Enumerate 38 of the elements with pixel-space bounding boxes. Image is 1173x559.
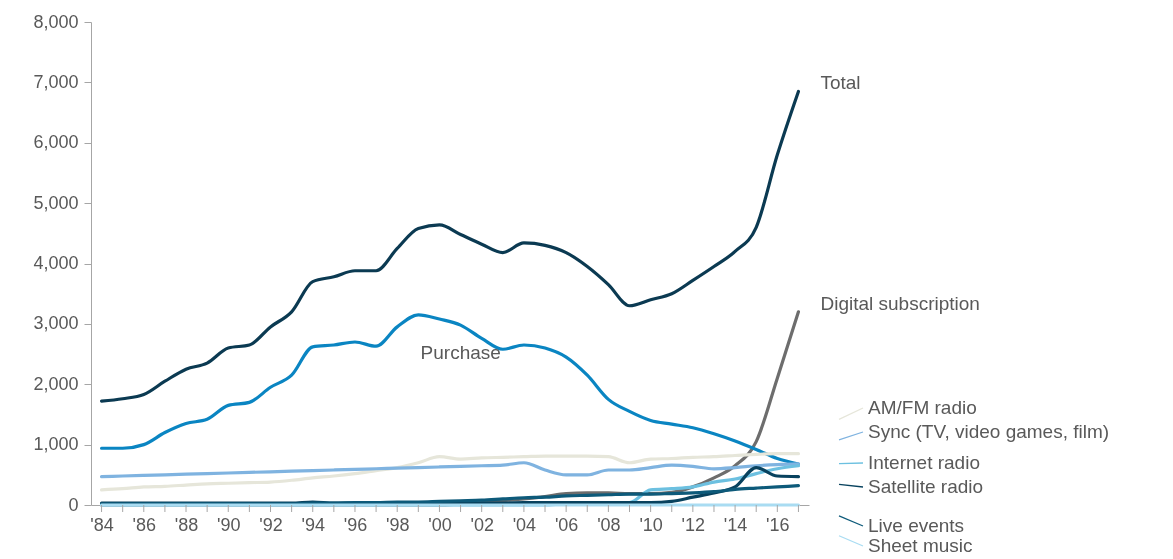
series-label: Digital subscription	[820, 292, 980, 314]
line-series	[99, 89, 801, 403]
x-tick-label: '06	[554, 514, 579, 535]
y-tick-label: 4,000	[33, 253, 79, 273]
y-tick-label: 0	[68, 494, 79, 515]
x-tick-label: '98	[385, 514, 410, 535]
x-tick-label: '90	[217, 514, 241, 535]
line-series	[99, 452, 801, 492]
x-tick-label: '16	[766, 514, 790, 535]
y-tick-label: 8,000	[33, 11, 79, 32]
legend-label: Satellite radio	[868, 476, 984, 497]
series-label: Purchase	[420, 342, 501, 364]
x-tick-label: '04	[512, 514, 537, 535]
y-tick-label: 6,000	[33, 132, 79, 153]
x-tick-label: '14	[723, 514, 748, 535]
x-tick-label: '08	[597, 514, 621, 535]
x-tick-label: '86	[132, 514, 157, 535]
line-series	[99, 461, 801, 479]
x-tick-label: '94	[301, 514, 325, 535]
legend-label: Live events	[868, 515, 965, 536]
legend-label: Sheet music	[868, 535, 973, 556]
x-tick-label: '92	[259, 514, 283, 535]
x-tick-label: '84	[90, 514, 114, 535]
y-tick-label: 5,000	[33, 192, 79, 213]
y-tick-label: 7,000	[33, 71, 79, 92]
legend-label: AM/FM radio	[868, 397, 977, 418]
y-tick-label: 1,000	[33, 434, 79, 455]
x-tick-label: '10	[639, 514, 663, 535]
x-tick-label: '00	[428, 514, 452, 535]
series-label: Total	[820, 72, 861, 94]
x-tick-label: '88	[174, 514, 199, 535]
y-tick-label: 2,000	[33, 373, 79, 394]
y-tick-label: 3,000	[33, 313, 79, 334]
x-tick-label: '02	[470, 514, 494, 535]
x-tick-label: '96	[343, 514, 368, 535]
legend-label: Sync (TV, video games, film)	[868, 421, 1110, 442]
x-tick-label: '12	[681, 514, 706, 535]
legend-label: Internet radio	[868, 452, 980, 473]
